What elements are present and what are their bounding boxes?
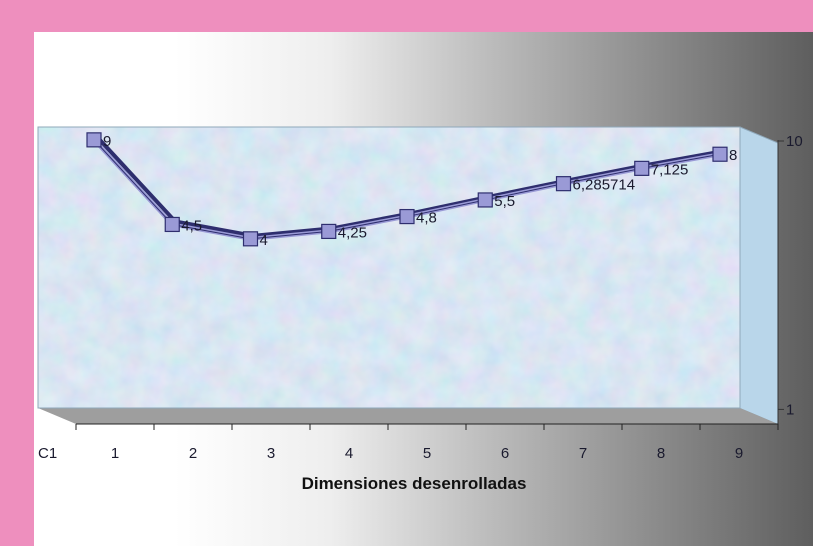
chart-area: 1 10 1 2 3 4 5 6 7 8 9 C1 Dimensiones desenrollad… [34, 32, 813, 546]
x-tick-label: 6 [501, 445, 509, 462]
data-point-marker [477, 192, 493, 208]
plot-side-wall [740, 127, 778, 424]
x-tick-label: 3 [267, 445, 275, 462]
data-label: 4,8 [416, 210, 437, 227]
data-label: 7,125 [651, 161, 689, 178]
x-tick-label: 7 [579, 445, 587, 462]
line-chart: 1 10 1 2 3 4 5 6 7 8 9 C1 Dimensiones desenrollad… [37, 126, 803, 493]
data-point-marker [555, 176, 572, 192]
y-tick-label: 10 [786, 133, 803, 150]
x-tick-label: 8 [657, 445, 665, 462]
data-point-marker [164, 216, 180, 233]
data-point-marker [712, 146, 728, 162]
x-tick-label: 1 [111, 445, 119, 462]
data-label: 4,25 [338, 224, 367, 241]
plot-floor [38, 408, 778, 424]
x-tick-label: 4 [345, 445, 353, 462]
data-label: 4 [260, 232, 268, 249]
data-point-marker [86, 132, 102, 148]
x-tick-label: 2 [189, 445, 197, 462]
data-point-marker [242, 231, 259, 247]
data-label: 8 [729, 147, 737, 164]
data-label: 6,285714 [573, 177, 636, 194]
x-axis-title: Dimensiones desenrolladas [302, 474, 527, 493]
data-label: 5,5 [494, 193, 515, 210]
x-tick-label: 5 [423, 445, 431, 462]
data-point-marker [321, 223, 337, 240]
y-tick-label: 1 [786, 401, 794, 418]
plot-side-edge [739, 126, 779, 144]
data-point-marker [634, 160, 650, 176]
plot-wall-border [37, 126, 741, 409]
x-tick-label: 9 [735, 445, 743, 462]
corner-label: C1 [38, 445, 57, 462]
data-label: 9 [103, 133, 111, 150]
data-label: 4,5 [181, 217, 202, 234]
data-point-marker [399, 208, 415, 225]
